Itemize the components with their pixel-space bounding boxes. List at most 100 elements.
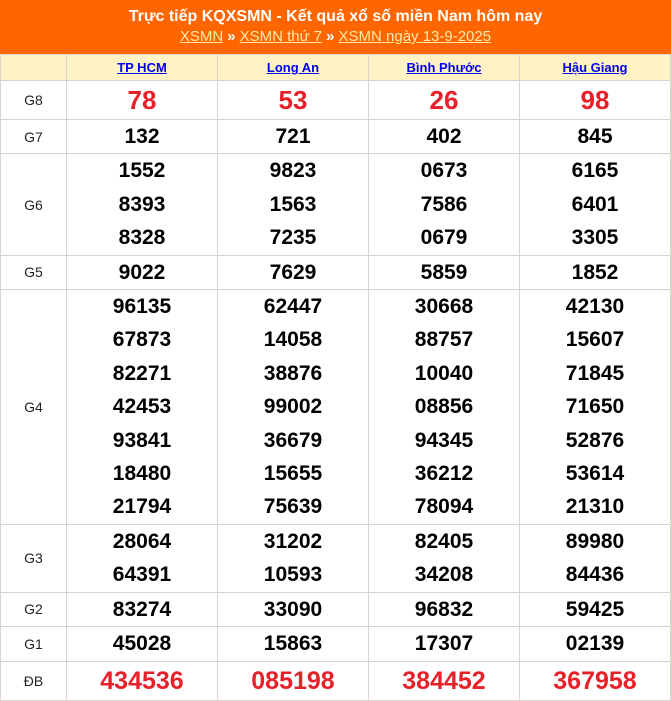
prize-label: G1	[0, 626, 67, 662]
lottery-number: 98	[580, 85, 610, 115]
lottery-number: 1552	[118, 159, 166, 183]
result-cell: 5859	[368, 254, 520, 291]
lottery-number: 845	[577, 125, 613, 148]
lottery-number: 26	[429, 85, 459, 115]
lottery-number: 3305	[571, 226, 619, 250]
result-cell: 62447 14058 38876 99002 36679 15655 75639	[217, 289, 369, 525]
lottery-number: 18480	[112, 462, 172, 486]
result-cell: 02139	[519, 626, 671, 662]
lottery-number: 434536	[100, 666, 184, 695]
lottery-number: 82271	[112, 361, 172, 385]
lottery-number: 28064	[112, 529, 172, 553]
lottery-number: 88757	[414, 328, 474, 352]
result-cell: 42130 15607 71845 71650 52876 53614 21310	[519, 289, 671, 525]
prize-row-5: G3 28064 64391 31202 10593 82405 34208 89980 844…	[0, 523, 671, 593]
result-cell: 9022	[66, 254, 218, 291]
lottery-number: 36212	[414, 462, 474, 486]
breadcrumb: XSMN» XSMN thứ 7» XSMN ngày 13-9-2025	[0, 27, 671, 47]
lottery-number: 384452	[402, 666, 486, 695]
lottery-number: 36679	[263, 428, 323, 452]
lottery-number: 34208	[414, 563, 474, 587]
lottery-number: 402	[426, 125, 462, 148]
lottery-number: 10040	[414, 361, 474, 385]
lottery-number: 1852	[571, 260, 619, 284]
prize-row-8: ĐB 434536 085198 384452 367958	[0, 660, 671, 701]
lottery-number: 94345	[414, 428, 474, 452]
result-cell: 402	[368, 118, 520, 155]
prize-row-4: G4 96135 67873 82271 42453 93841 18480 21794 624…	[0, 289, 671, 525]
lottery-number: 71845	[565, 361, 625, 385]
lottery-number: 78094	[414, 495, 474, 519]
lottery-number: 33090	[263, 597, 323, 621]
result-cell: 434536	[66, 660, 218, 701]
lottery-number: 02139	[565, 632, 625, 656]
lottery-number: 6401	[571, 192, 619, 216]
breadcrumb-xsmn-date[interactable]: XSMN ngày 13-9-2025	[338, 28, 492, 45]
lottery-number: 64391	[112, 563, 172, 587]
lottery-number: 9022	[118, 260, 166, 284]
lottery-number: 93841	[112, 428, 172, 452]
result-cell: 15863	[217, 626, 369, 662]
result-cell: 82405 34208	[368, 523, 520, 593]
result-cell: 0673 7586 0679	[368, 153, 520, 256]
prize-label: G6	[0, 153, 67, 256]
lottery-number: 42453	[112, 395, 172, 419]
lottery-number: 99002	[263, 395, 323, 419]
prize-label: G8	[0, 80, 67, 120]
prize-label: G4	[0, 289, 67, 525]
corner-cell	[0, 54, 67, 81]
lottery-number: 21794	[112, 495, 172, 519]
result-cell: 17307	[368, 626, 520, 662]
lottery-number: 45028	[112, 632, 172, 656]
province-link[interactable]: TP HCM	[117, 60, 167, 75]
lottery-number: 15655	[263, 462, 323, 486]
result-cell: 7629	[217, 254, 369, 291]
result-cell: 98	[519, 80, 671, 120]
lottery-number: 721	[275, 125, 311, 148]
result-cell: 6165 6401 3305	[519, 153, 671, 256]
lottery-number: 0673	[420, 159, 468, 183]
breadcrumb-xsmn-thu-7[interactable]: XSMN thứ 7	[239, 28, 323, 45]
result-cell: 53	[217, 80, 369, 120]
result-cell: 9823 1563 7235	[217, 153, 369, 256]
lottery-number: 9823	[269, 159, 317, 183]
lottery-number: 6165	[571, 159, 619, 183]
lottery-number: 15607	[565, 328, 625, 352]
province-link[interactable]: Long An	[266, 60, 320, 75]
result-cell: 26	[368, 80, 520, 120]
lottery-number: 21310	[565, 495, 625, 519]
page-title: Trực tiếp KQXSMN - Kết quả xổ số miền Na…	[128, 8, 543, 25]
lottery-number: 71650	[565, 395, 625, 419]
lottery-number: 96135	[112, 295, 172, 319]
province-header: Bình Phước	[368, 54, 520, 81]
result-cell: 33090	[217, 591, 369, 628]
prize-row-3: G5 9022 7629 5859 1852	[0, 254, 671, 291]
result-cell: 1552 8393 8328	[66, 153, 218, 256]
lottery-number: 53614	[565, 462, 625, 486]
prize-row-2: G6 1552 8393 8328 9823 1563 7235 0673 7586 0679 61…	[0, 153, 671, 256]
result-cell: 59425	[519, 591, 671, 628]
result-cell: 132	[66, 118, 218, 155]
lottery-number: 367958	[553, 666, 637, 695]
lottery-number: 62447	[263, 295, 323, 319]
result-cell: 96135 67873 82271 42453 93841 18480 21794	[66, 289, 218, 525]
province-link[interactable]: Bình Phước	[406, 60, 482, 75]
lottery-number: 89980	[565, 529, 625, 553]
lottery-number: 42130	[565, 295, 625, 319]
lottery-number: 84436	[565, 563, 625, 587]
lottery-number: 53	[278, 85, 308, 115]
result-cell: 78	[66, 80, 218, 120]
result-cell: 31202 10593	[217, 523, 369, 593]
province-header: Long An	[217, 54, 369, 81]
breadcrumb-xsmn[interactable]: XSMN	[179, 28, 224, 45]
lottery-number: 1563	[269, 192, 317, 216]
lottery-number: 132	[124, 125, 160, 148]
prize-label: G3	[0, 523, 67, 593]
prize-label: ĐB	[0, 660, 67, 701]
lottery-number: 7586	[420, 192, 468, 216]
province-link[interactable]: Hậu Giang	[562, 60, 628, 75]
results-table: TP HCM Long An Bình Phước Hậu Giang G8 78…	[0, 54, 671, 701]
prize-row-0: G8 78 53 26 98	[0, 80, 671, 120]
page-header: Trực tiếp KQXSMN - Kết quả xổ số miền Na…	[0, 0, 671, 54]
result-cell: 384452	[368, 660, 520, 701]
